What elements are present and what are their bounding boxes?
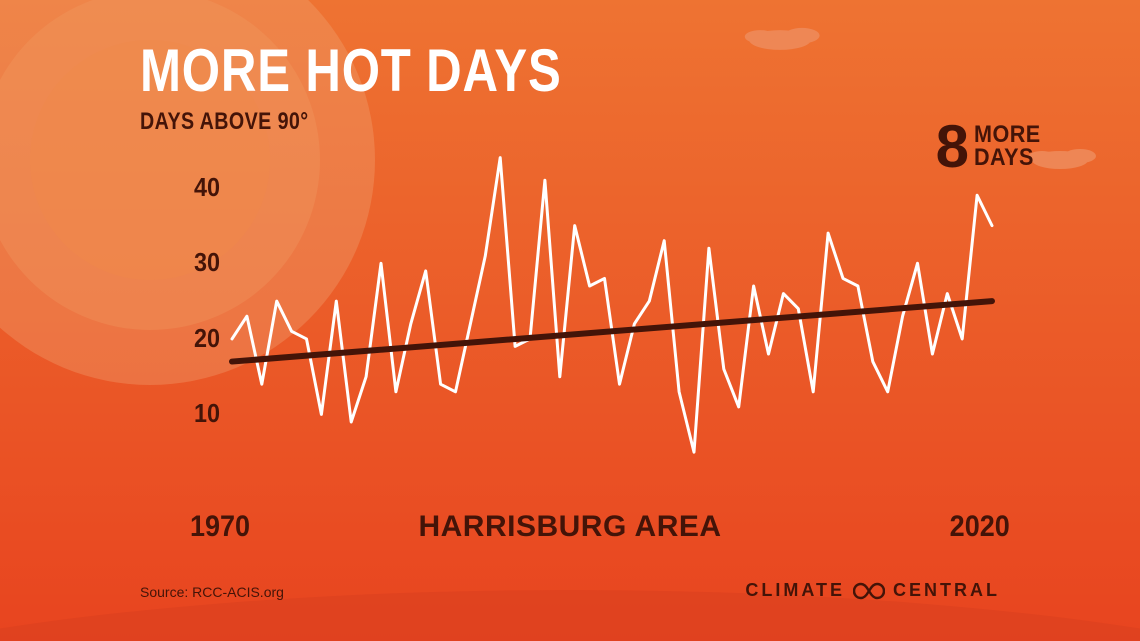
y-tick-label: 40 (166, 172, 220, 203)
brand-word-right: CENTRAL (893, 580, 1000, 601)
infinity-icon (853, 582, 885, 600)
infographic-stage: MORE HOT DAYS DAYS ABOVE 90° 8 MORE DAYS… (0, 0, 1140, 641)
brand-label: CLIMATE CENTRAL (745, 580, 1000, 601)
brand-word-left: CLIMATE (745, 580, 845, 601)
y-tick-label: 10 (166, 398, 220, 429)
line-chart (0, 0, 1140, 641)
source-label: Source: RCC-ACIS.org (140, 584, 284, 600)
y-tick-label: 20 (166, 323, 220, 354)
y-tick-label: 30 (166, 247, 220, 278)
x-axis-end-label: 2020 (950, 510, 1010, 544)
data-series-line (232, 158, 992, 453)
trend-line (232, 301, 992, 361)
